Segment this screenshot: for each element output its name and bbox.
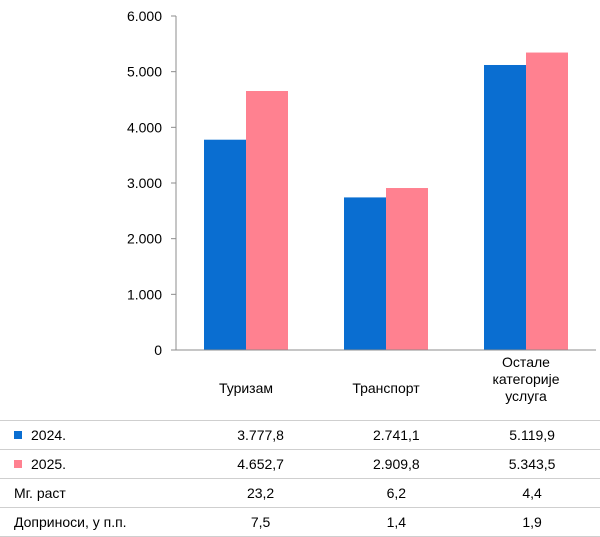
table-cell: 1,9 [464,507,600,537]
y-tick-label: 0 [154,342,162,358]
row-label-cell: 2024. [0,420,193,450]
bar-2025-0 [246,90,288,351]
table-cell: 7,5 [192,507,329,537]
table-cell: 2.741,1 [328,420,465,450]
table-row-2025: 2025. 4.652,7 2.909,8 5.343,5 [0,449,600,479]
table-cell: 3.777,8 [192,420,329,450]
table-cell: 1,4 [328,507,465,537]
category-label-other-services: Остале категорије услуга [492,354,560,404]
table-row-contributions: Доприноси, у п.п. 7,5 1,4 1,9 [0,507,600,537]
row-label: Доприноси, у п.п. [14,514,127,530]
table-cell: 5.119,9 [464,420,600,450]
y-tick-label: 5.000 [127,64,162,80]
y-tick-label: 6.000 [127,8,162,24]
data-table: 2024. 3.777,8 2.741,1 5.119,9 2025. 4.65… [0,420,600,537]
row-label-cell: Мг. раст [0,478,193,508]
bar-2025-1 [386,188,428,350]
legend-swatch-2025 [14,460,22,468]
bar-2025-2 [526,52,568,350]
table-cell: 5.343,5 [464,449,600,479]
table-cell: 6,2 [328,478,465,508]
table-cell: 2.909,8 [328,449,465,479]
bar-2024-0 [204,139,246,350]
y-tick-label: 1.000 [127,286,162,302]
row-label-cell: Доприноси, у п.п. [0,507,193,537]
bar-chart: 0 1.000 2.000 3.000 4.000 5.000 6.000 [127,8,596,358]
row-label: 2025. [31,456,67,472]
y-tick-label: 4.000 [127,119,162,135]
y-tick-label: 3.000 [127,175,162,191]
row-label: 2024. [31,427,67,443]
table-row-2024: 2024. 3.777,8 2.741,1 5.119,9 [0,420,600,450]
legend-swatch-2024 [14,431,22,439]
table-cell: 4,4 [464,478,600,508]
table-cell: 23,2 [192,478,329,508]
bar-2024-1 [344,197,386,350]
table-row-growth: Мг. раст 23,2 6,2 4,4 [0,478,600,508]
row-label: Мг. раст [14,485,66,501]
row-label-cell: 2025. [0,449,193,479]
y-tick-label: 2.000 [127,231,162,247]
bar-2024-2 [484,64,526,350]
category-label-tourism: Туризам [218,380,274,396]
category-label-transport: Транспорт [352,380,420,396]
table-cell: 4.652,7 [192,449,329,479]
